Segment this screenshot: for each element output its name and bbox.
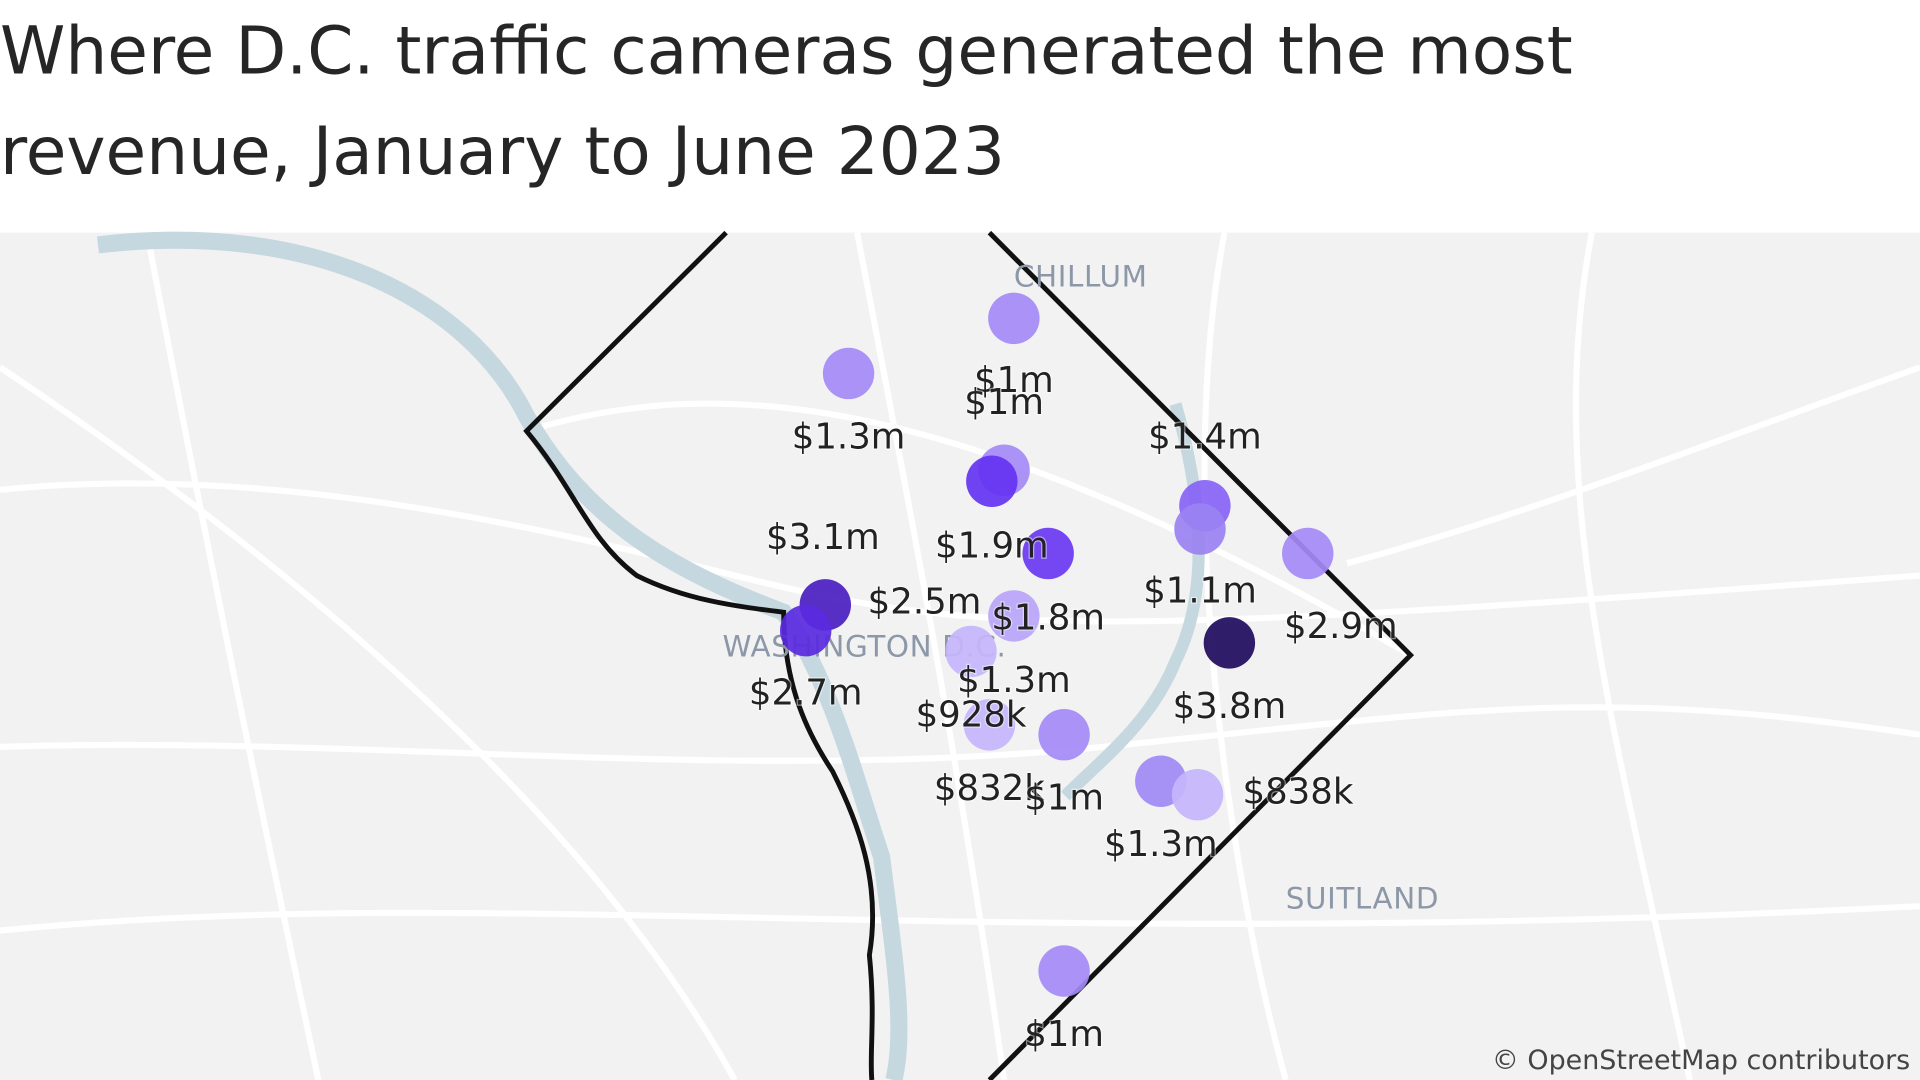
revenue-label: $1m bbox=[964, 382, 1044, 423]
revenue-label: $3.8m bbox=[1173, 686, 1287, 727]
revenue-label: $1.1m bbox=[1143, 571, 1257, 612]
camera-marker bbox=[1282, 527, 1334, 580]
revenue-label: $2.7m bbox=[749, 672, 863, 713]
rivers bbox=[96, 231, 1205, 1080]
camera-marker bbox=[988, 292, 1040, 345]
camera-marker bbox=[1203, 617, 1256, 669]
place-label: SUITLAND bbox=[1286, 882, 1439, 916]
camera-marker bbox=[780, 604, 832, 657]
revenue-label: $1m bbox=[1024, 1014, 1104, 1055]
title-line: Where D.C. traffic cameras generated the… bbox=[0, 12, 1573, 89]
markers bbox=[780, 292, 1334, 997]
revenue-label: $832k bbox=[934, 768, 1045, 809]
camera-marker bbox=[1022, 527, 1074, 580]
place-label: CHILLUM bbox=[1014, 260, 1148, 294]
camera-marker bbox=[1171, 768, 1224, 821]
revenue-label: $2.5m bbox=[868, 582, 982, 623]
camera-marker bbox=[822, 347, 875, 400]
camera-marker bbox=[1174, 503, 1226, 555]
camera-marker bbox=[1038, 945, 1090, 997]
camera-marker bbox=[988, 590, 1040, 642]
revenue-label: $2.9m bbox=[1284, 606, 1398, 647]
camera-marker bbox=[1038, 708, 1090, 761]
title-line: revenue, January to June 2023 bbox=[0, 113, 1005, 190]
attribution: © OpenStreetMap contributors bbox=[1492, 1045, 1910, 1076]
header: Where D.C. traffic cameras generated the… bbox=[0, 12, 1573, 189]
revenue-label: $1.3m bbox=[792, 416, 906, 457]
revenue-label: $1.4m bbox=[1148, 416, 1262, 457]
basemap bbox=[0, 230, 1920, 1080]
revenue-label: $1m bbox=[974, 360, 1054, 401]
camera-marker bbox=[963, 699, 1016, 751]
marker-labels: $1m$1.3m$1m$1.9m$1.8m$1.3m$3.1m$2.7m$2.5… bbox=[748, 359, 1399, 1056]
dc-boundary bbox=[523, 230, 1415, 1080]
revenue-label: $928k bbox=[916, 694, 1027, 735]
revenue-label: $3.1m bbox=[766, 517, 880, 558]
revenue-label: $1.9m bbox=[935, 525, 1049, 566]
revenue-label: $1m bbox=[1024, 778, 1104, 819]
camera-marker bbox=[945, 625, 997, 678]
camera-marker bbox=[966, 455, 1018, 507]
revenue-label: $1.3m bbox=[1104, 824, 1218, 865]
revenue-label: $1.8m bbox=[991, 598, 1105, 639]
revenue-label: $1.3m bbox=[957, 660, 1071, 701]
revenue-label: $838k bbox=[1243, 771, 1354, 812]
